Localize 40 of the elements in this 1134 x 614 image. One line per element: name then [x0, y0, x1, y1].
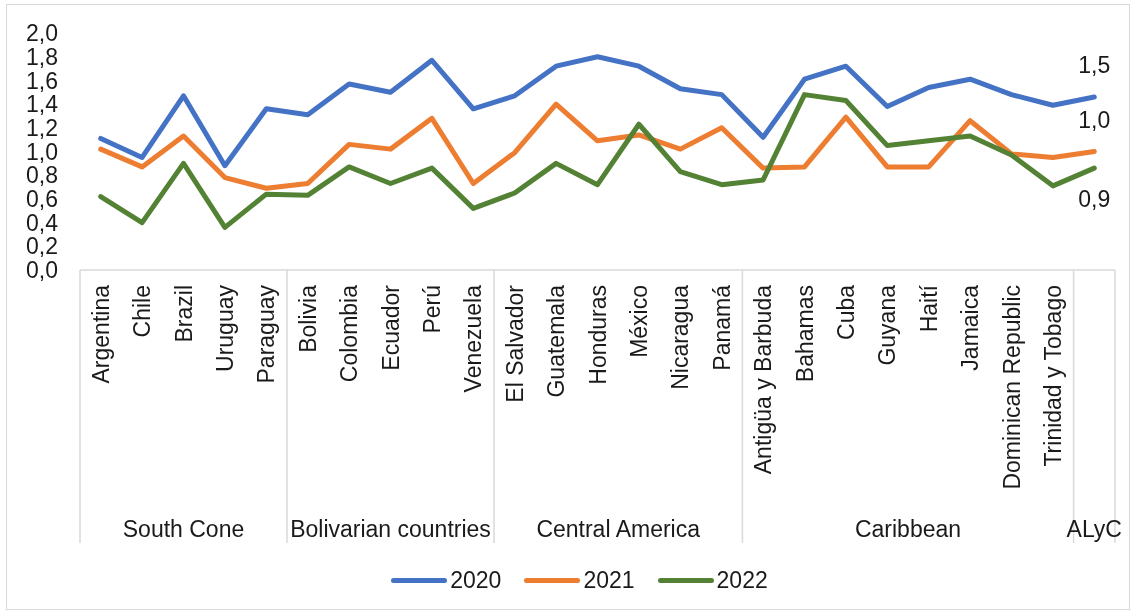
x-tick-label: Honduras: [584, 285, 611, 385]
x-tick-label: Panamá: [708, 284, 735, 371]
x-tick-label: Brazil: [170, 285, 197, 343]
x-tick-label: Antigüa y Barbuda: [750, 284, 777, 475]
x-tick-label: Uruguay: [211, 284, 238, 372]
y-tick-label: 1,6: [26, 67, 58, 94]
x-tick-label: Bahamas: [791, 285, 818, 383]
x-tick-label: Argentina: [87, 284, 114, 384]
data-label: 1,5: [1078, 51, 1111, 78]
x-tick-label: Perú: [418, 285, 445, 334]
data-label: 0,9: [1078, 186, 1111, 213]
data-label: 1,0: [1078, 106, 1111, 133]
x-tick-label: Colombia: [336, 284, 363, 383]
text: Caribbean: [854, 516, 962, 542]
text: Central America: [536, 516, 701, 542]
y-tick-label: 0,0: [26, 257, 58, 284]
y-tick-label: 0,2: [26, 233, 58, 260]
legend-label: 2021: [583, 566, 635, 594]
legend-label: 2020: [450, 566, 502, 594]
x-tick-label: Nicaragua: [667, 284, 694, 390]
x-tick-label: Jamaica: [957, 284, 984, 371]
x-tick-label: Venezuela: [460, 284, 487, 393]
x-tick-label: Guatemala: [543, 284, 570, 398]
x-tick-label: Dominican Republic: [998, 285, 1025, 490]
text: South Cone: [122, 516, 245, 542]
x-tick-label: Ecuador: [377, 284, 404, 371]
x-tick-label: Cuba: [832, 284, 859, 340]
x-tick-label: México: [625, 285, 652, 358]
text: ALyC: [1066, 516, 1122, 542]
x-tick-label: Guyana: [874, 284, 901, 366]
x-tick-label: Trinidad y Tobago: [1039, 285, 1066, 467]
x-tick-label: El Salvador: [501, 284, 528, 403]
x-tick-label: Bolivia: [294, 284, 321, 353]
legend-label: 2022: [716, 566, 768, 594]
text: Bolivarian countries: [290, 516, 491, 542]
y-tick-label: 1,0: [26, 138, 58, 165]
x-tick-label: Haití: [915, 284, 942, 333]
x-tick-label: Paraguay: [253, 284, 280, 384]
x-tick-label: Chile: [129, 285, 156, 338]
y-tick-label: 0,8: [26, 162, 58, 189]
